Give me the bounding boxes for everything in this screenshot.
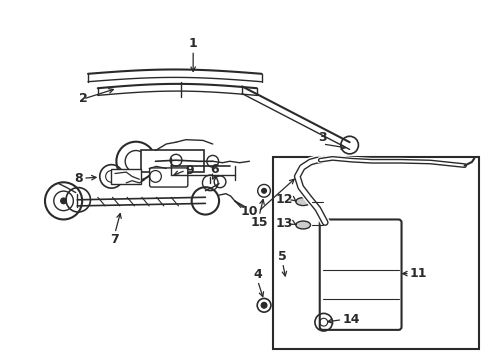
Ellipse shape [295, 198, 310, 206]
Ellipse shape [295, 221, 310, 229]
Text: 14: 14 [342, 313, 359, 326]
Text: 10: 10 [240, 205, 258, 218]
Text: 13: 13 [275, 217, 293, 230]
Text: 5: 5 [278, 250, 286, 263]
Bar [141, 150, 204, 172]
Text: 11: 11 [409, 267, 427, 280]
Text: 1: 1 [188, 37, 197, 50]
Text: 7: 7 [110, 233, 119, 246]
Circle shape [261, 188, 266, 193]
Text: 4: 4 [253, 268, 262, 281]
Text: 8: 8 [74, 172, 83, 185]
Circle shape [261, 302, 266, 308]
Text: 2: 2 [79, 93, 87, 105]
FancyBboxPatch shape [319, 220, 401, 330]
Text: 15: 15 [250, 216, 267, 229]
Text: 6: 6 [209, 163, 218, 176]
Circle shape [61, 198, 66, 204]
Text: 12: 12 [275, 193, 293, 206]
FancyBboxPatch shape [149, 168, 187, 187]
Bar [272, 157, 478, 349]
Circle shape [283, 282, 288, 287]
Bar [111, 169, 141, 184]
Text: 9: 9 [185, 164, 194, 177]
Text: 3: 3 [318, 131, 326, 144]
